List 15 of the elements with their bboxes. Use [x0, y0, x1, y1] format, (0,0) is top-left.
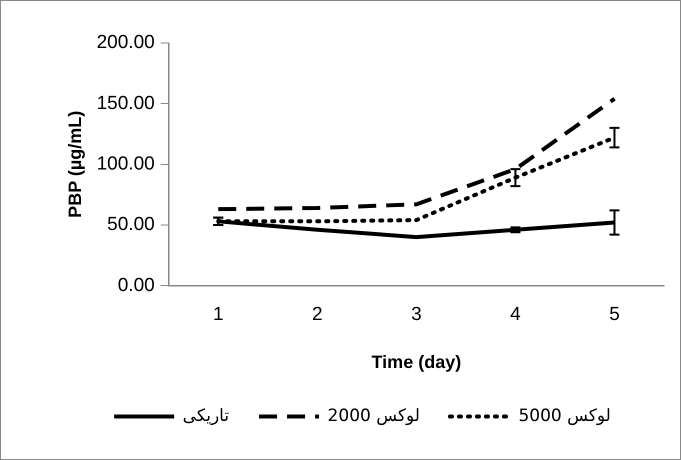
y-tick-label: 200.00	[96, 32, 155, 54]
x-tick-label: 5	[609, 304, 620, 326]
y-tick-label: 150.00	[96, 92, 155, 114]
y-axis-title: PBP (µg/mL)	[64, 110, 85, 218]
x-tick-label: 4	[510, 304, 522, 326]
x-tick-label: 3	[411, 304, 422, 326]
x-axis-title: Time (day)	[372, 352, 462, 372]
x-tick-label: 1	[212, 304, 224, 326]
y-tick-label: 0.00	[118, 274, 155, 296]
legend-label: 5000 لوکس	[518, 406, 611, 426]
legend-label: 2000 لوکس	[328, 406, 420, 426]
y-tick-label: 100.00	[96, 154, 155, 175]
legend-label: تاریکی	[182, 406, 230, 426]
y-tick-label: 50.00	[107, 214, 155, 236]
x-tick-label: 2	[312, 304, 323, 326]
